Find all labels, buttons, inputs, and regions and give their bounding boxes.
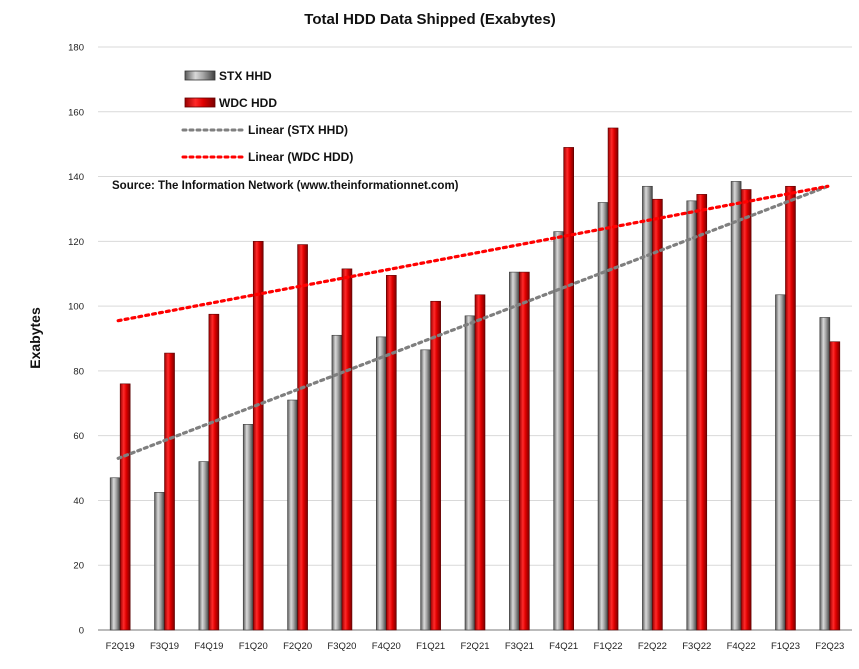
x-tick-label: F2Q21: [460, 641, 489, 652]
trendline-stx: [116, 184, 830, 460]
legend-label-wdc: WDC HDD: [219, 96, 277, 110]
stx-bar-f2q19: [109, 477, 121, 631]
x-tick-label: F2Q20: [283, 641, 312, 652]
wdc-bar-f2q21: [474, 294, 486, 631]
x-tick-label: F3Q20: [327, 641, 356, 652]
stx-bar-f4q19: [198, 461, 210, 631]
wdc-bar-f2q22: [652, 198, 663, 631]
x-tick-label: F1Q21: [416, 641, 445, 652]
x-tick-label: F3Q22: [682, 641, 711, 652]
legend-swatch-stx: [184, 70, 216, 81]
stx-bar-f2q23: [819, 317, 831, 631]
wdc-bar-f2q23: [829, 341, 841, 631]
x-tick-label: F4Q21: [549, 641, 578, 652]
legend-swatch-wdc: [184, 97, 216, 108]
wdc-bar-f4q20: [385, 275, 397, 631]
trendline-wdc: [116, 184, 830, 323]
x-tick-label: F2Q23: [815, 641, 844, 652]
stx-bar-f4q20: [375, 336, 387, 631]
wdc-bar-f3q21: [519, 271, 530, 631]
y-tick-label: 160: [68, 107, 84, 118]
y-tick-label: 60: [73, 431, 84, 442]
wdc-bar-f2q20: [297, 244, 308, 631]
chart-title: Total HDD Data Shipped (Exabytes): [304, 11, 555, 28]
legend-label-stx: STX HHD: [219, 69, 272, 83]
stx-bar-f3q19: [154, 492, 165, 631]
wdc-bar-f1q20: [252, 241, 264, 631]
y-tick-label: 0: [79, 626, 84, 637]
wdc-bar-f3q19: [164, 352, 175, 631]
x-tick-label: F2Q19: [106, 641, 135, 652]
wdc-bar-f1q22: [607, 127, 619, 631]
y-tick-label: 80: [73, 366, 84, 377]
legend-label-stx-trend: Linear (STX HHD): [248, 123, 348, 137]
wdc-bar-f1q23: [785, 185, 796, 631]
y-tick-label: 100: [68, 302, 84, 313]
legend: STX HHD WDC HDD Linear (STX HHD) Linear …: [112, 69, 459, 192]
stx-bar-f1q22: [597, 202, 609, 631]
stx-bar-f1q23: [775, 294, 786, 631]
x-tick-labels: F2Q19 F3Q19 F4Q19 F1Q20 F2Q20 F3Q20 F4Q20 F1Q21…: [106, 641, 845, 652]
wdc-bar-f3q22: [696, 194, 708, 631]
x-tick-label: F1Q20: [239, 641, 268, 652]
stx-bar-f1q21: [420, 349, 431, 631]
y-tick-label: 40: [73, 496, 84, 507]
wdc-bar-f3q20: [341, 268, 353, 631]
y-tick-label: 180: [68, 43, 84, 54]
bars: [109, 127, 841, 631]
wdc-bar-f4q19: [208, 313, 220, 631]
source-note: Source: The Information Network (www.the…: [112, 180, 459, 192]
x-tick-label: F1Q22: [594, 641, 623, 652]
x-tick-label: F2Q22: [638, 641, 667, 652]
x-tick-label: F1Q23: [771, 641, 800, 652]
stx-bar-f3q21: [509, 271, 520, 631]
stx-bar-f2q20: [287, 399, 298, 631]
wdc-bar-f4q22: [740, 189, 752, 631]
x-tick-label: F3Q21: [505, 641, 534, 652]
x-tick-label: F4Q22: [727, 641, 756, 652]
stx-bar-f1q20: [242, 424, 254, 631]
x-tick-label: F4Q19: [194, 641, 223, 652]
y-tick-labels: 0 20 40 60 80 100 120 140 160 180: [68, 43, 84, 637]
stx-bar-f2q21: [464, 315, 476, 631]
legend-label-wdc-trend: Linear (WDC HDD): [248, 150, 353, 164]
stx-bar-f4q22: [730, 181, 742, 631]
wdc-bar-f2q19: [119, 383, 131, 631]
y-axis-label: Exabytes: [27, 307, 43, 369]
y-tick-label: 140: [68, 172, 84, 183]
wdc-bar-f4q21: [563, 147, 575, 631]
y-tick-label: 120: [68, 237, 84, 248]
x-tick-label: F4Q20: [372, 641, 401, 652]
wdc-bar-f1q21: [430, 300, 441, 631]
x-tick-label: F3Q19: [150, 641, 179, 652]
stx-bar-f3q20: [331, 334, 343, 631]
stx-bar-f3q22: [686, 200, 698, 631]
trendlines: [116, 184, 830, 460]
y-tick-label: 20: [73, 561, 84, 572]
